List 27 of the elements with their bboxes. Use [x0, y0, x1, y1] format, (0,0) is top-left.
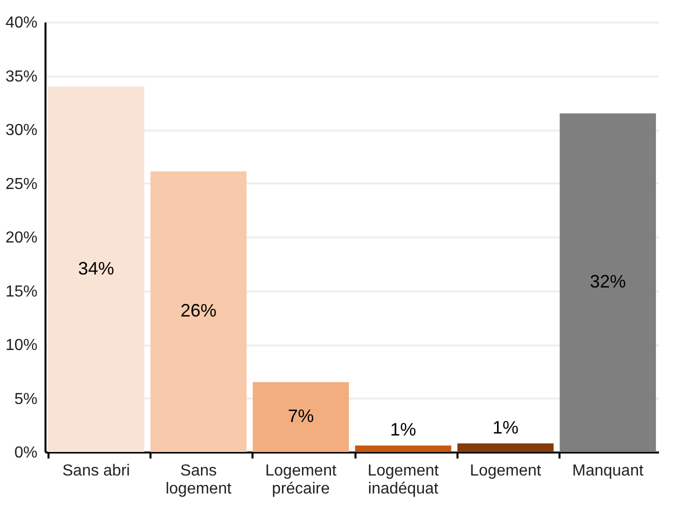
bar	[48, 86, 144, 452]
data-label: 32%	[590, 272, 626, 292]
data-label: 26%	[180, 300, 217, 321]
data-label: 7%	[288, 406, 314, 426]
y-tick-label: 15%	[5, 283, 38, 300]
x-tick-label: Sans abri	[62, 462, 130, 480]
y-tick-label: 10%	[5, 337, 38, 354]
x-tick-label: Logement inadéquat	[368, 462, 440, 498]
data-label: 1%	[492, 417, 519, 438]
bar	[560, 113, 656, 452]
data-label: 34%	[78, 258, 114, 278]
bar	[457, 443, 554, 452]
data-label: 1%	[390, 420, 416, 440]
y-tick-label: 5%	[14, 390, 38, 408]
y-tick-label: 25%	[5, 176, 38, 193]
y-tick-label: 30%	[5, 122, 38, 139]
bar	[150, 171, 247, 452]
bar	[355, 446, 452, 452]
x-tick-label: Logement précaire	[265, 462, 337, 498]
y-tick-label: 35%	[5, 68, 38, 86]
x-tick-label: Sans logement	[166, 462, 232, 498]
y-tick-label: 20%	[5, 230, 38, 246]
y-tick-label: 0%	[14, 444, 38, 462]
y-tick-label: 40%	[5, 14, 38, 32]
bar	[252, 382, 349, 452]
x-tick-label: Manquant	[572, 462, 644, 480]
x-tick-label: Logement	[470, 462, 542, 480]
